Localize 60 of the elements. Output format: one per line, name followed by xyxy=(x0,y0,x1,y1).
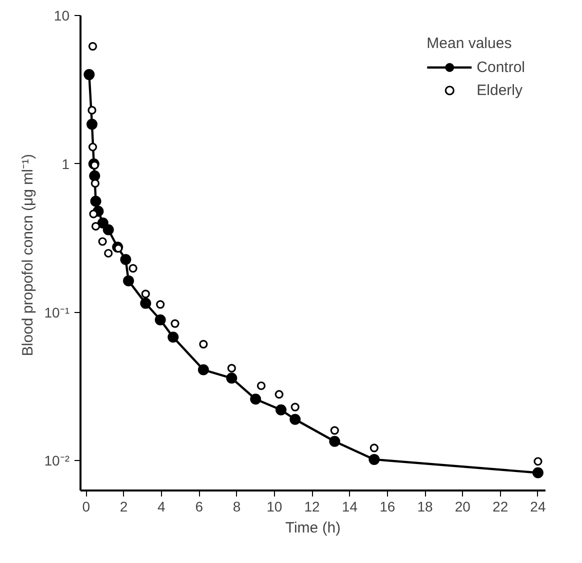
point xyxy=(88,42,98,51)
point xyxy=(168,332,179,343)
point xyxy=(104,248,113,258)
point xyxy=(198,364,209,376)
point xyxy=(156,300,165,309)
point xyxy=(88,106,96,115)
point xyxy=(128,264,138,273)
point xyxy=(370,444,378,452)
point xyxy=(290,414,301,425)
point xyxy=(141,290,150,298)
point xyxy=(368,454,380,465)
point xyxy=(90,196,102,207)
y-tick-label: 10⁻¹ xyxy=(44,304,70,320)
legend-label: Elderly xyxy=(476,82,522,98)
point xyxy=(123,275,134,286)
point xyxy=(199,340,208,348)
x-tick-label: 8 xyxy=(232,498,241,514)
x-tick-label: 22 xyxy=(492,498,508,514)
y-axis-title: Blood propofol concn (μg ml⁻¹) xyxy=(19,154,36,356)
point xyxy=(89,210,98,218)
x-axis-title: Time (h) xyxy=(285,520,341,536)
legend-title: Mean values xyxy=(426,35,513,52)
point xyxy=(89,170,100,182)
point xyxy=(154,314,166,326)
point xyxy=(330,426,339,435)
y-tick-label: 1 xyxy=(62,156,70,172)
point xyxy=(226,372,238,384)
y-tick-label: 10⁻² xyxy=(44,452,70,469)
point xyxy=(250,394,262,405)
point xyxy=(290,402,300,412)
x-tick-label: 10 xyxy=(266,498,282,514)
x-tick-label: 16 xyxy=(380,498,396,514)
point xyxy=(102,224,114,236)
point xyxy=(88,142,98,152)
point xyxy=(86,118,98,130)
point xyxy=(120,254,132,265)
x-tick-label: 24 xyxy=(530,498,546,514)
point xyxy=(98,237,107,246)
point xyxy=(84,69,95,80)
point xyxy=(140,298,152,309)
x-tick-label: 18 xyxy=(417,498,434,514)
legend-label: Control xyxy=(476,58,525,76)
point xyxy=(90,179,100,188)
point xyxy=(329,436,340,447)
point xyxy=(227,364,236,373)
x-tick-label: 6 xyxy=(195,498,204,514)
point xyxy=(275,404,286,416)
x-tick-label: 2 xyxy=(120,498,128,514)
point xyxy=(170,319,180,328)
x-tick-label: 14 xyxy=(342,498,358,514)
x-tick-label: 0 xyxy=(82,498,90,514)
point xyxy=(274,390,284,399)
point xyxy=(532,467,544,478)
point xyxy=(534,457,542,466)
x-tick-label: 12 xyxy=(304,498,320,514)
point xyxy=(256,381,266,390)
x-tick-label: 20 xyxy=(454,498,471,514)
x-tick-label: 4 xyxy=(158,498,166,514)
y-tick-label: 10 xyxy=(54,8,70,24)
point xyxy=(91,222,100,231)
